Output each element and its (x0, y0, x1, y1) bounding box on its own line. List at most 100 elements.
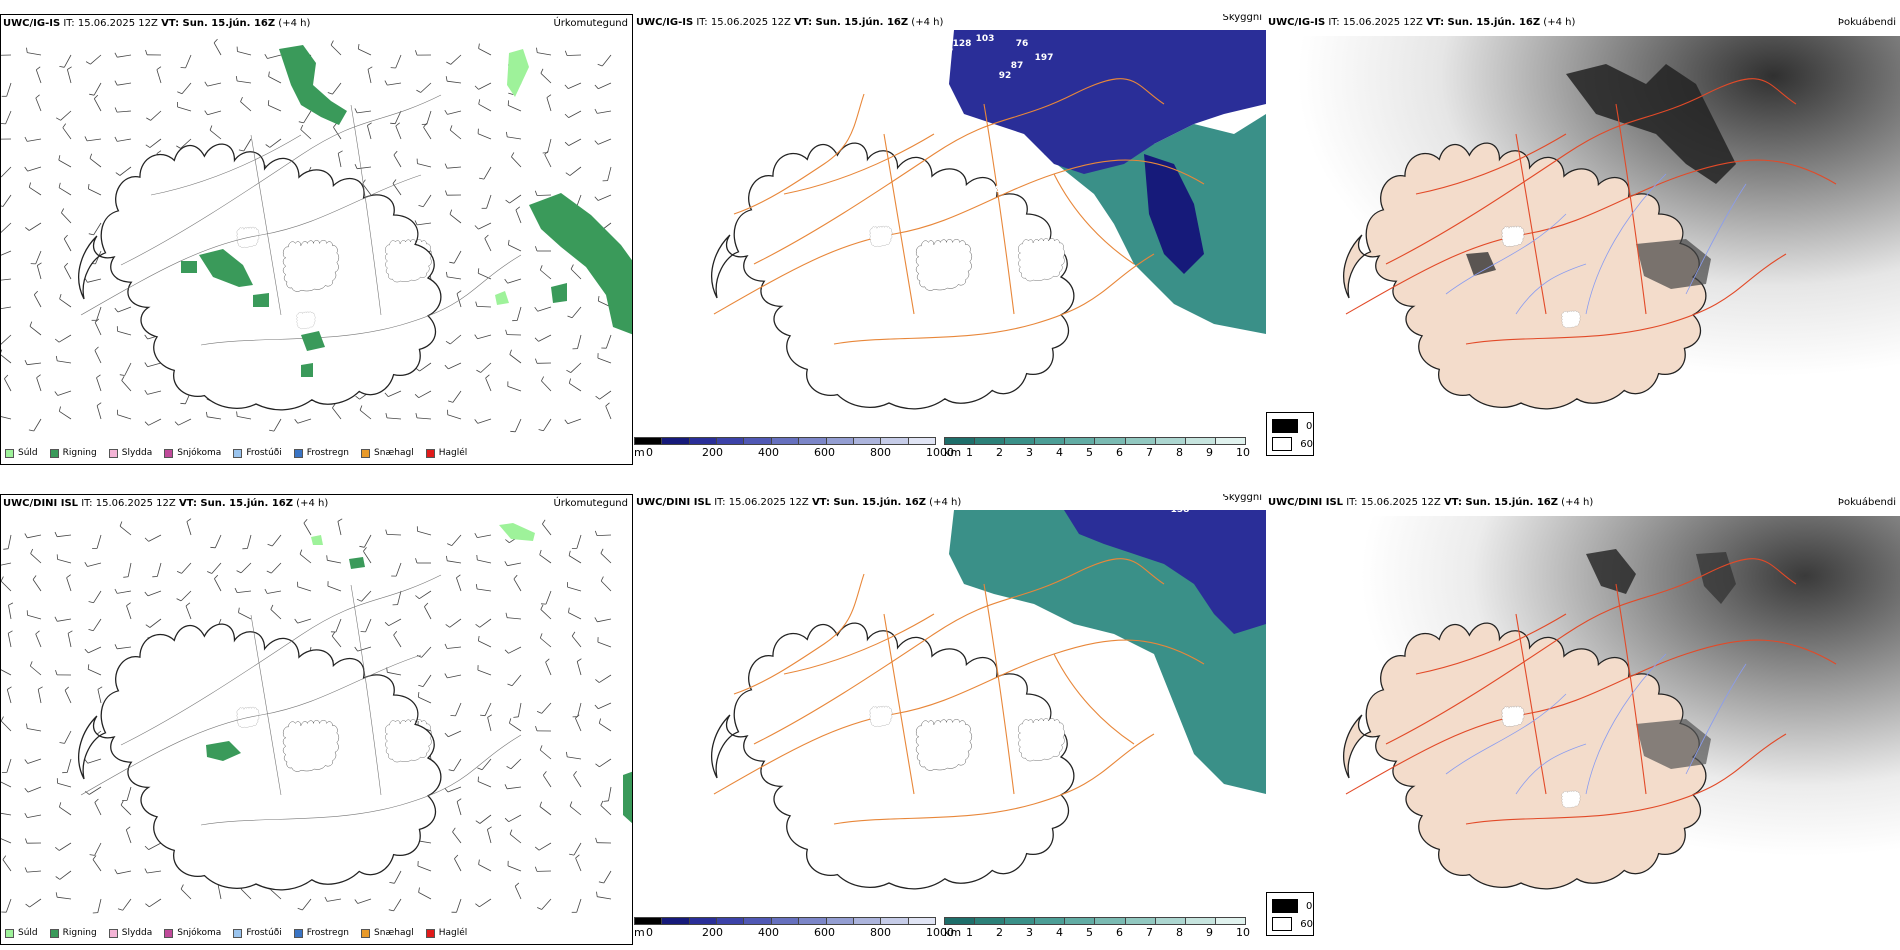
precip-legend-label: Rigning (62, 928, 97, 938)
precip-legend-swatch (361, 928, 371, 938)
colorbar-segment (907, 437, 936, 445)
precip-legend-item: Frostúði (233, 928, 282, 938)
precip-legend-item: Snjókoma (164, 448, 221, 458)
ceiling-value-label: 93 (936, 131, 949, 141)
low-ceiling-area (949, 30, 1266, 174)
ceiling-value-label: 54 (809, 81, 822, 91)
iceland-coastline (1343, 622, 1707, 890)
iceland-coastline (78, 143, 442, 411)
init-time: IT: 15.06.2025 12Z (1346, 497, 1441, 508)
colorbar-segment (825, 917, 853, 925)
ceiling-value-label: 160 (873, 25, 892, 35)
model-name: UWC/DINI ISL (636, 497, 712, 508)
precip-legend-label: Frostregn (306, 928, 350, 938)
colorbar-tick: 600 (814, 446, 835, 459)
model-name: UWC/DINI ISL (3, 498, 79, 509)
colorbar-tick: 200 (702, 446, 723, 459)
ceiling-value-label: 158 (1171, 505, 1190, 515)
colorbar-tick: 1 (966, 926, 973, 939)
panel-type-label: Úrkomutegund (553, 498, 628, 509)
colorbar-segment (770, 437, 799, 445)
colorbar-tick: 7 (1146, 926, 1153, 939)
lead-time: (+4 h) (1561, 497, 1594, 508)
panel-type-label: Skyggni (1222, 14, 1262, 23)
ceiling-value-label: 76 (1016, 39, 1029, 49)
colorbar-unit: km (944, 446, 962, 459)
valid-time: VT: Sun. 15.jún. 16Z (1443, 497, 1558, 508)
precip-map (1, 38, 632, 433)
precip-legend-swatch (361, 448, 371, 458)
precip-legend-swatch (108, 928, 118, 938)
ceiling-value-label: 86 (874, 99, 887, 109)
precip-legend-swatch (164, 928, 174, 938)
colorbar-segment (974, 917, 1005, 925)
colorbar-tick: 0 (646, 926, 653, 939)
rivers (1445, 653, 1747, 795)
iceland-coastline (711, 142, 1075, 410)
precip-legend-item: Snæhagl (361, 448, 414, 458)
ceiling-colorbar (634, 437, 936, 445)
fog-high-area (1586, 549, 1636, 594)
precip-legend-item: Haglél (425, 448, 467, 458)
precip-legend-swatch (233, 448, 243, 458)
colorbar-segment (852, 437, 881, 445)
init-time: IT: 15.06.2025 12Z (81, 498, 176, 509)
visibility-colorbar-ticks: km 1 2 3 4 5 6 7 8 9 10 (944, 446, 1264, 460)
colorbar-segment (743, 917, 771, 925)
ceiling-value-label: 72 (858, 85, 871, 95)
model-name: UWC/IG-IS (3, 18, 61, 29)
valid-time: VT: Sun. 15.jún. 16Z (794, 17, 909, 28)
road-network (713, 558, 1205, 825)
visibility-colorbar-ticks: km 1 2 3 4 5 6 7 8 9 10 (944, 926, 1264, 940)
colorbar-segment (907, 917, 936, 925)
low-ceiling-area-east (1144, 154, 1204, 274)
colorbar-segment (798, 437, 826, 445)
init-time: IT: 15.06.2025 12Z (63, 18, 158, 29)
ceiling-value-label: 87 (906, 67, 919, 77)
road-network (80, 574, 522, 826)
colorbar-segment (743, 437, 771, 445)
precip-type-panel-ig: UWC/IG-IS IT: 15.06.2025 12Z VT: Sun. 15… (0, 14, 633, 465)
rivers (1445, 173, 1747, 315)
valid-time: VT: Sun. 15.jún. 16Z (1426, 17, 1541, 28)
precip-legend-swatch (49, 928, 59, 938)
panel-header: UWC/IG-IS IT: 15.06.2025 12Z VT: Sun. 15… (636, 17, 943, 28)
fog-legend-high: 60 (1300, 438, 1313, 450)
ceiling-value-label: 28 (952, 153, 965, 163)
colorbar-segment (1154, 437, 1185, 445)
lead-time: (+4 h) (278, 18, 311, 29)
precip-legend-item: Súld (5, 448, 38, 458)
cloud-visibility-panel-dini: UWC/DINI ISL IT: 15.06.2025 12Z VT: Sun.… (634, 494, 1266, 945)
colorbar-segment (634, 917, 662, 925)
road-network (80, 94, 522, 346)
precip-legend-item: Slydda (108, 928, 152, 938)
fog-glacier-area (1636, 239, 1711, 289)
valid-time: VT: Sun. 15.jún. 16Z (811, 497, 926, 508)
precip-legend-swatch (5, 928, 14, 938)
colorbar-segment (1064, 437, 1095, 445)
precip-legend-label: Rigning (62, 448, 97, 458)
colorbar-segment (1124, 917, 1155, 925)
lead-time: (+4 h) (929, 497, 962, 508)
colorbar-segment (944, 437, 975, 445)
ceiling-numbers: 258721371959492186191877772285310158 (1171, 494, 1226, 515)
colorbar-segment (716, 437, 744, 445)
ceiling-visibility-map: 258721371959492186191877772285310158 (711, 494, 1266, 890)
colorbar-segment (1064, 917, 1095, 925)
valid-time: VT: Sun. 15.jún. 16Z (161, 18, 276, 29)
fog-legend-low: 0 (1306, 420, 1313, 432)
colorbar-tick: 8 (1176, 926, 1183, 939)
colorbar-segment (880, 917, 908, 925)
ceiling-value-label: 167 (846, 30, 865, 40)
lead-time: (+4 h) (296, 498, 329, 509)
ceiling-value-label: 92 (999, 71, 1012, 81)
precip-legend-item: Frostúði (233, 448, 282, 458)
colorbar-tick: 4 (1056, 926, 1063, 939)
colorbar-segment (1214, 917, 1246, 925)
ceiling-value-label: 82 (938, 87, 951, 97)
panel-type-label: Úrkomutegund (553, 18, 628, 29)
colorbar-segment (1184, 917, 1215, 925)
colorbar-tick: 800 (870, 926, 891, 939)
